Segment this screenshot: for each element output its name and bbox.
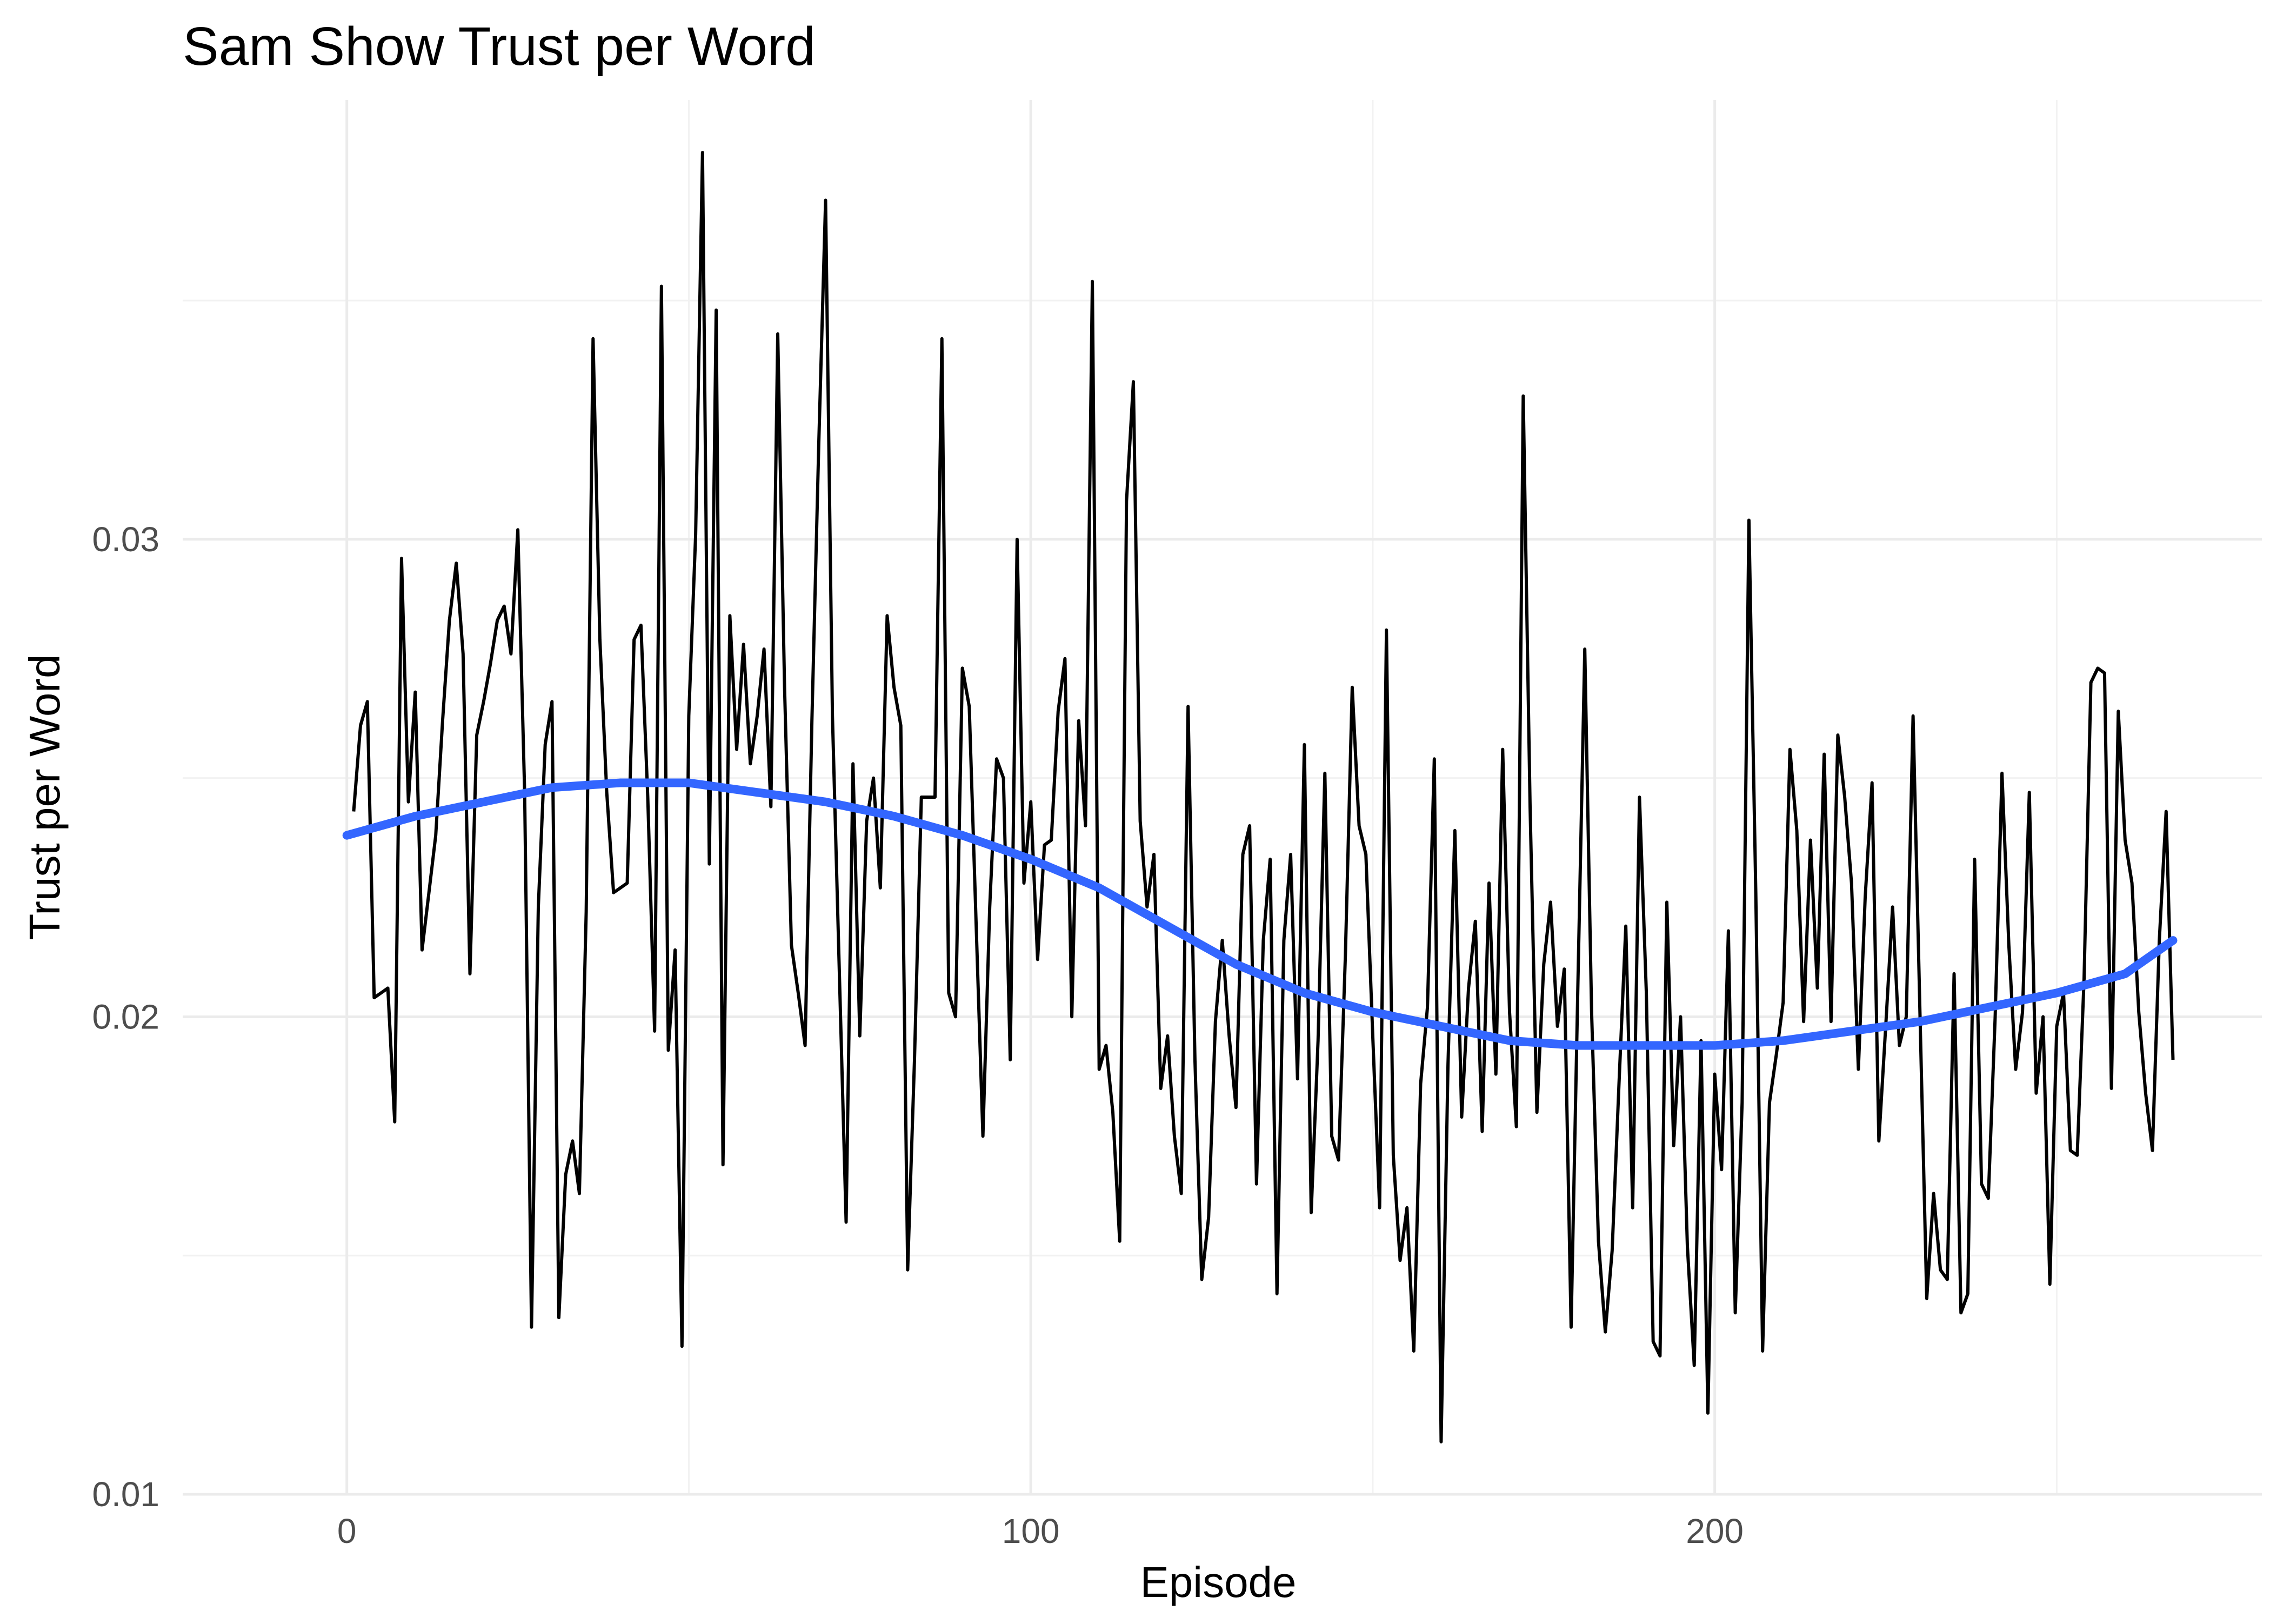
y-tick-label: 0.03	[92, 520, 159, 559]
y-tick-label: 0.01	[92, 1475, 159, 1514]
y-axis-title: Trust per Word	[21, 654, 69, 940]
x-axis-title: Episode	[1140, 1558, 1296, 1606]
x-tick-label: 200	[1686, 1512, 1744, 1551]
grid-layer	[183, 100, 2262, 1496]
x-tick-label: 0	[337, 1512, 357, 1551]
trust-series-line	[352, 151, 2175, 1443]
y-tick-label: 0.02	[92, 997, 159, 1036]
smooth-trend-line	[342, 778, 2178, 1050]
series-layer	[342, 151, 2178, 1443]
tick-labels: 0 100 200 0.01 0.02 0.03	[92, 520, 1744, 1551]
chart-title: Sam Show Trust per Word	[183, 16, 816, 77]
x-tick-label: 100	[1002, 1512, 1060, 1551]
